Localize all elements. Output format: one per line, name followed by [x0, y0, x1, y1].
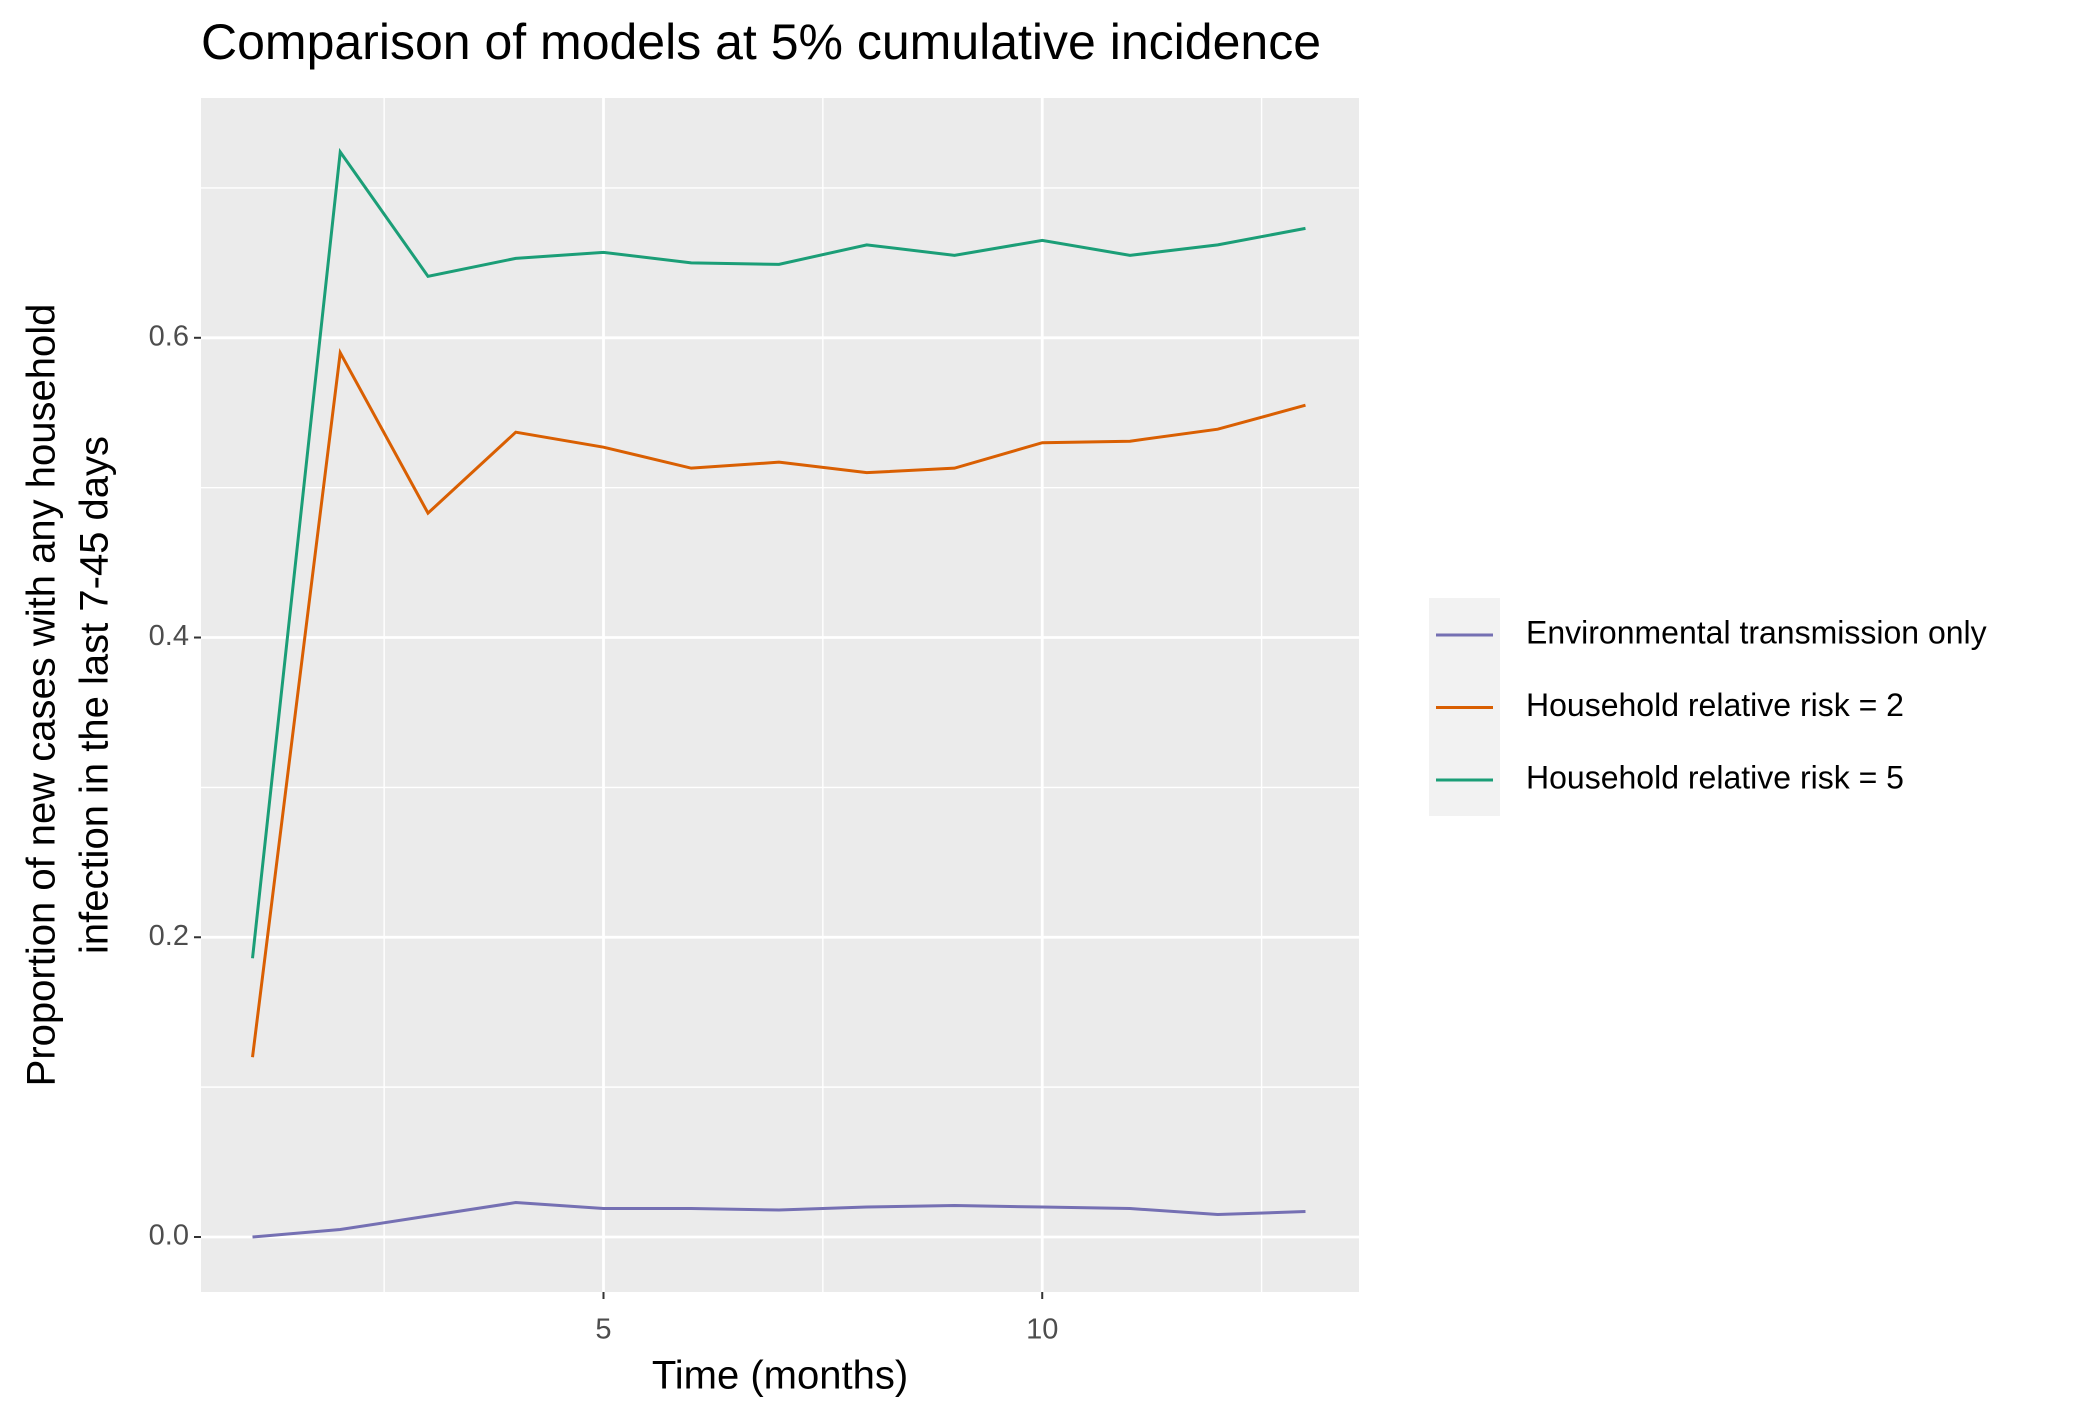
legend-label: Household relative risk = 5 [1526, 759, 1904, 795]
y-axis-title: infection in the last 7-45 days [73, 436, 117, 954]
y-axis-title: Proportion of new cases with any househo… [20, 304, 64, 1087]
line [252, 1201, 1306, 1239]
y-tick-label: 0.4 [149, 620, 189, 652]
x-tick-label: 10 [1026, 1314, 1058, 1346]
chart-title: Comparison of models at 5% cumulative in… [201, 14, 1321, 70]
line [251, 347, 1306, 1058]
line [251, 147, 1306, 959]
legend-label: Household relative risk = 2 [1526, 687, 1904, 723]
panel [201, 98, 1359, 1292]
y-tick-label: 0.6 [149, 320, 189, 352]
legend-label: Environmental transmission only [1526, 614, 1987, 650]
x-axis-title: Time (months) [652, 1354, 908, 1398]
x-tick-label: 5 [595, 1314, 611, 1346]
y-tick-label: 0.2 [149, 920, 189, 952]
y-tick-label: 0.0 [149, 1220, 189, 1252]
